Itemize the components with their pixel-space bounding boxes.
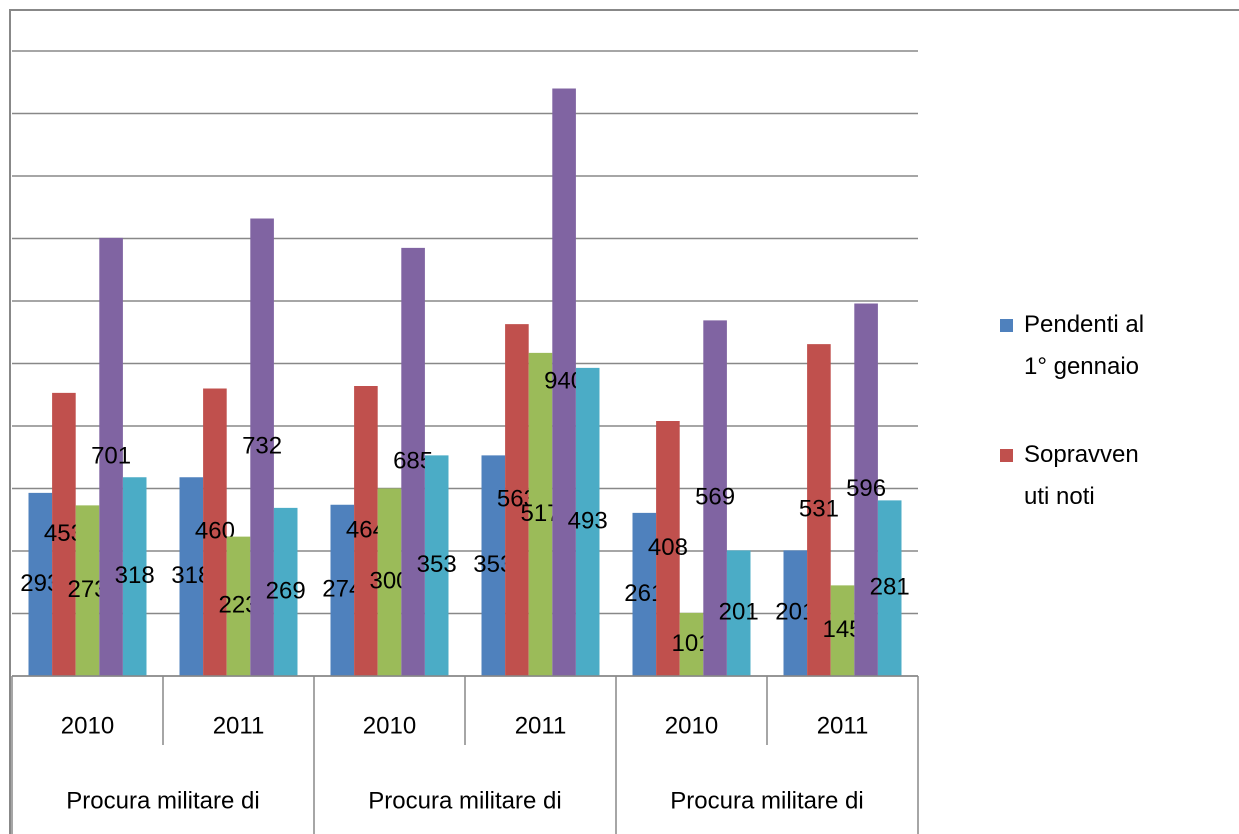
bar xyxy=(830,585,855,676)
bar xyxy=(273,507,298,676)
data-label: 318 xyxy=(115,562,155,589)
bar xyxy=(203,388,227,676)
bar xyxy=(807,344,831,676)
legend-swatch xyxy=(1000,449,1013,462)
bar xyxy=(575,367,600,676)
x-tick-label: 2011 xyxy=(213,712,265,739)
data-label: 281 xyxy=(870,574,910,601)
bar xyxy=(552,88,576,676)
bar xyxy=(528,352,553,676)
bar xyxy=(877,500,902,676)
bar xyxy=(656,421,680,676)
bar xyxy=(75,505,100,676)
bar xyxy=(99,237,123,676)
bar xyxy=(679,612,704,676)
bar xyxy=(179,477,204,676)
data-label: 269 xyxy=(266,577,306,604)
x-tick-label: 2010 xyxy=(665,712,718,739)
bar xyxy=(854,303,878,676)
bar xyxy=(424,455,449,676)
legend-swatch xyxy=(1000,319,1013,332)
bar xyxy=(377,488,402,676)
x-tick-label: 2011 xyxy=(817,712,869,739)
bar xyxy=(330,504,355,676)
data-label: 353 xyxy=(417,551,457,578)
data-label: 569 xyxy=(695,484,735,511)
bar xyxy=(52,392,76,676)
bar xyxy=(28,492,53,676)
data-label: 701 xyxy=(91,442,131,469)
bar xyxy=(632,512,657,676)
data-label: 596 xyxy=(846,475,886,502)
group-label: Procura militare di xyxy=(368,787,561,814)
x-tick-label: 2010 xyxy=(61,712,114,739)
group-label: Procura militare di xyxy=(670,787,863,814)
data-label: 408 xyxy=(648,534,688,561)
bar xyxy=(122,477,147,676)
frame xyxy=(9,9,1239,834)
bar xyxy=(505,324,529,676)
bar xyxy=(481,455,506,676)
bar xyxy=(783,550,808,676)
data-label: 493 xyxy=(568,507,608,534)
x-tick-label: 2011 xyxy=(515,712,567,739)
legend-label: Pendenti al 1° gennaio xyxy=(1024,311,1145,380)
bar xyxy=(401,247,425,676)
bar xyxy=(250,218,274,676)
bar xyxy=(226,536,251,676)
bar xyxy=(354,386,378,676)
data-label: 201 xyxy=(719,599,759,626)
bar xyxy=(726,550,751,676)
bar xyxy=(703,320,727,676)
x-tick-label: 2010 xyxy=(363,712,416,739)
legend-label: Sopravvenuti noti xyxy=(1024,441,1139,510)
data-label: 531 xyxy=(799,495,839,522)
group-label: Procura militare di xyxy=(66,787,259,814)
data-label: 732 xyxy=(242,433,282,460)
